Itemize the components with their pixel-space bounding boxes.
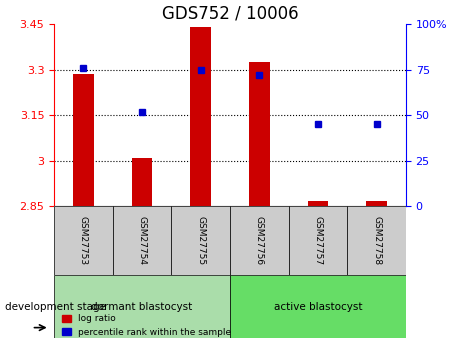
Bar (347, 206, 406, 275)
Text: GSM27758: GSM27758 (372, 216, 381, 265)
Bar (249, 62, 270, 206)
Bar (230, 275, 406, 338)
Text: active blastocyst: active blastocyst (274, 302, 362, 312)
Bar (132, 158, 152, 206)
Bar (289, 206, 347, 275)
Bar (308, 201, 328, 206)
Title: GDS752 / 10006: GDS752 / 10006 (162, 4, 298, 22)
Bar (171, 206, 230, 275)
Text: GSM27755: GSM27755 (196, 216, 205, 265)
Bar (190, 27, 211, 206)
Text: GSM27754: GSM27754 (138, 216, 147, 265)
Text: GSM27757: GSM27757 (313, 216, 322, 265)
Text: dormant blastocyst: dormant blastocyst (92, 302, 193, 312)
Legend: log ratio, percentile rank within the sample: log ratio, percentile rank within the sa… (59, 311, 235, 341)
Bar (113, 206, 171, 275)
Text: GSM27753: GSM27753 (79, 216, 88, 265)
Bar (54, 206, 113, 275)
Bar (366, 201, 387, 206)
Bar (73, 74, 94, 206)
Bar (230, 206, 289, 275)
Text: development stage: development stage (5, 302, 106, 312)
Text: GSM27756: GSM27756 (255, 216, 264, 265)
Bar (54, 275, 230, 338)
